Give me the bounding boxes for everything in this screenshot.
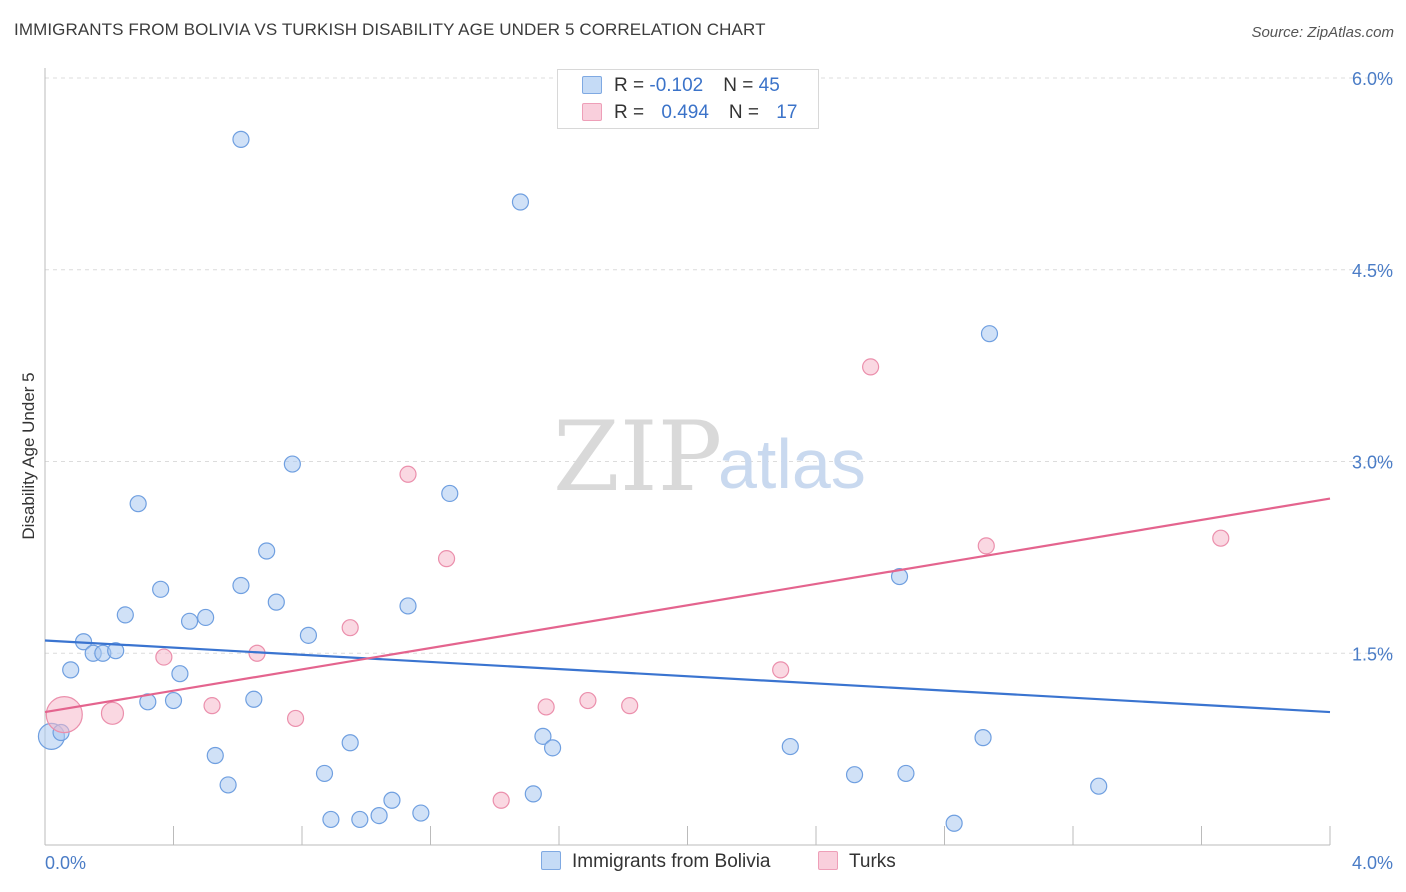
point-bolivia: [524, 785, 542, 803]
point-bolivia: [116, 606, 134, 624]
x-tick-label: 4.0%: [1352, 853, 1393, 873]
point-bolivia: [232, 576, 250, 595]
watermark-atlas: atlas: [718, 425, 866, 503]
point-turks: [100, 701, 125, 725]
point-bolivia: [245, 690, 263, 708]
legend-row-bolivia: R = -0.102 N = 45: [582, 75, 780, 99]
point-turks: [579, 691, 597, 710]
point-bolivia: [299, 626, 318, 644]
point-bolivia: [412, 804, 430, 822]
point-bolivia: [152, 580, 170, 598]
bottom-legend-turks: Turks: [818, 851, 896, 873]
legend-n-value: 17: [776, 102, 798, 123]
point-turks: [437, 550, 456, 568]
point-turks: [155, 648, 173, 666]
point-bolivia: [107, 642, 125, 660]
point-turks: [862, 358, 880, 376]
point-bolivia: [232, 130, 250, 148]
point-bolivia: [206, 746, 224, 765]
point-turks: [492, 791, 510, 809]
legend-r-value: 0.494: [661, 102, 709, 123]
series-turks: [45, 358, 1230, 809]
point-bolivia: [62, 661, 80, 679]
trend-lines: [44, 497, 1331, 714]
chart-source: Source: ZipAtlas.com: [1251, 24, 1394, 41]
chart-title: IMMIGRANTS FROM BOLIVIA VS TURKISH DISAB…: [14, 20, 766, 39]
point-bolivia: [383, 791, 401, 809]
point-bolivia: [258, 542, 276, 560]
point-turks: [286, 709, 305, 728]
point-bolivia: [534, 727, 552, 745]
bottom-legend-bolivia: Immigrants from Bolivia: [541, 851, 771, 873]
point-bolivia: [267, 593, 285, 611]
x-tick-label: 0.0%: [45, 853, 86, 873]
point-bolivia: [180, 612, 199, 630]
y-axis-label: Disability Age Under 5: [19, 372, 38, 539]
point-bolivia: [322, 810, 340, 829]
point-turks: [341, 619, 359, 637]
point-bolivia: [890, 567, 909, 586]
trend-line-bolivia: [44, 639, 1331, 714]
point-bolivia: [974, 729, 992, 747]
legend-n-label: N =: [723, 75, 759, 96]
point-turks: [772, 661, 790, 679]
point-bolivia: [980, 325, 999, 343]
series-immigrants-from-bolivia: [37, 130, 1108, 832]
point-bolivia: [164, 691, 183, 710]
point-turks: [621, 697, 639, 715]
legend-n-value: 45: [758, 75, 780, 96]
point-bolivia: [283, 455, 301, 473]
legend-swatch-pink: [582, 103, 602, 121]
watermark-zip: ZIP: [553, 401, 722, 513]
bottom-legend-label-turks: Turks: [849, 851, 896, 872]
point-turks: [1212, 529, 1230, 547]
point-turks: [203, 697, 221, 715]
point-bolivia: [945, 814, 963, 832]
point-turks: [977, 537, 995, 555]
point-turks: [45, 696, 83, 734]
y-tick-label: 4.5%: [1352, 261, 1393, 281]
point-bolivia: [315, 764, 334, 783]
point-bolivia: [441, 484, 459, 503]
point-bolivia: [139, 693, 157, 711]
y-tick-label: 6.0%: [1352, 69, 1393, 89]
point-bolivia: [781, 737, 799, 756]
point-turks: [399, 465, 417, 483]
point-bolivia: [197, 608, 215, 627]
legend-swatch-blue: [582, 76, 602, 94]
point-bolivia: [370, 806, 388, 825]
point-bolivia: [219, 776, 237, 794]
point-bolivia: [897, 764, 915, 783]
tick-labels: 1.5% 3.0% 4.5% 6.0% 0.0% 4.0%: [45, 69, 1393, 873]
legend-r-label: R =: [614, 102, 650, 123]
legend-n-label: N =: [728, 102, 765, 123]
point-bolivia: [399, 597, 417, 615]
bottom-legend-label-bolivia: Immigrants from Bolivia: [572, 851, 771, 872]
point-bolivia: [129, 495, 147, 513]
legend-r-value: -0.102: [649, 75, 704, 96]
legend-row-turks: R = 0.494 N = 17: [582, 102, 797, 126]
point-turks: [537, 698, 555, 716]
y-tick-label: 3.0%: [1352, 453, 1393, 473]
point-bolivia: [845, 766, 864, 784]
y-tick-label: 1.5%: [1352, 644, 1393, 664]
axes: [44, 68, 1331, 846]
point-bolivia: [351, 810, 369, 829]
point-bolivia: [543, 739, 562, 757]
watermark: ZIP atlas: [553, 401, 866, 513]
trend-line-turks: [44, 497, 1331, 714]
point-bolivia: [511, 193, 530, 211]
bottom-legend-swatch-pink: [818, 851, 838, 870]
point-bolivia: [1090, 777, 1108, 795]
grid-lines: [45, 77, 1395, 654]
bottom-legend-swatch-blue: [541, 851, 561, 870]
correlation-legend: R = -0.102 N = 45 R = 0.494 N = 17: [557, 69, 819, 129]
point-bolivia: [341, 734, 359, 752]
legend-r-label: R =: [614, 75, 650, 96]
point-bolivia: [171, 665, 189, 683]
